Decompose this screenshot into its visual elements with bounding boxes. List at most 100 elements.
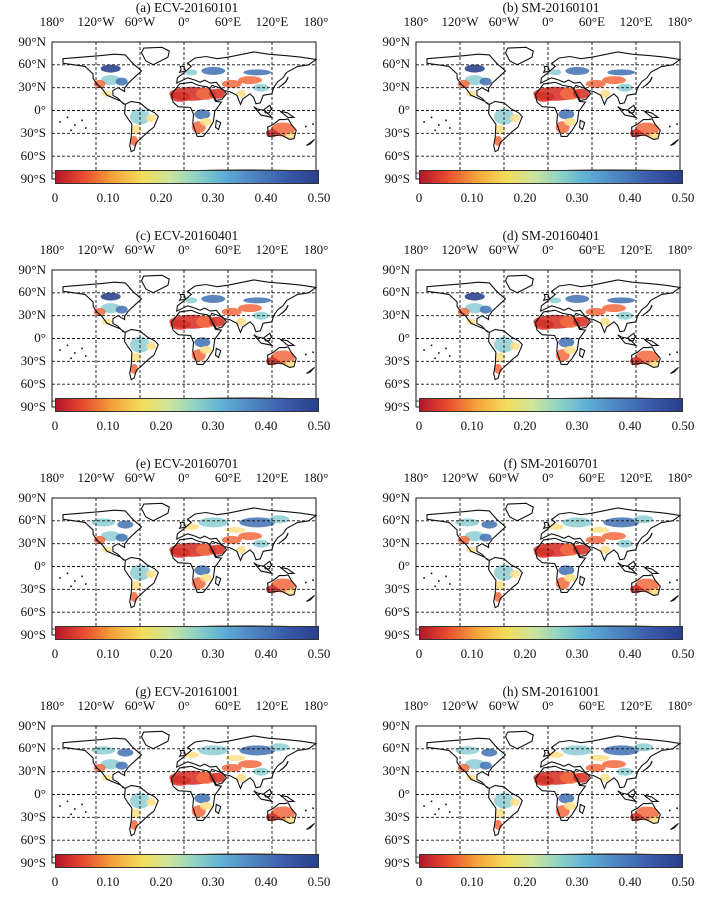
panel-title: (c) ECV-20160401 bbox=[135, 228, 239, 243]
moisture-patch bbox=[170, 775, 191, 786]
island-dot bbox=[85, 355, 87, 357]
moisture-patch bbox=[534, 91, 555, 102]
moisture-patch bbox=[238, 532, 262, 541]
colorbar-tick-label: 0.30 bbox=[565, 646, 589, 661]
moisture-patch bbox=[479, 77, 492, 86]
coastline-uk bbox=[542, 749, 551, 758]
land-madagascar bbox=[215, 576, 221, 586]
island-dot bbox=[81, 803, 83, 806]
colorbar-tick-label: 0.20 bbox=[149, 418, 173, 433]
colorbar-tick-label: 0.30 bbox=[565, 874, 589, 889]
moisture-patch bbox=[617, 311, 633, 320]
moisture-patch bbox=[198, 745, 229, 756]
coastline-borneo bbox=[627, 560, 636, 570]
colorbar-tick-label: 0.20 bbox=[513, 874, 537, 889]
moisture-patch bbox=[495, 580, 506, 591]
moisture-patch bbox=[93, 79, 106, 88]
moisture-patch bbox=[558, 337, 575, 348]
moisture-patch bbox=[495, 808, 506, 819]
coastline-africa bbox=[170, 765, 223, 821]
island-dot bbox=[70, 585, 72, 588]
colorbar-tick-label: 0.40 bbox=[618, 418, 642, 433]
moisture-patch bbox=[201, 294, 226, 303]
island-dot bbox=[305, 353, 307, 356]
coastline-madagascar bbox=[214, 119, 222, 131]
panel-title: (h) SM-20161001 bbox=[502, 684, 600, 699]
lat-label: 90°S bbox=[20, 855, 46, 870]
moisture-patch bbox=[564, 573, 576, 582]
island-dot bbox=[438, 124, 440, 126]
lon-label: 120°E bbox=[619, 242, 653, 257]
coastline-arabia bbox=[573, 84, 592, 102]
moisture-patch bbox=[100, 292, 121, 301]
moisture-patch bbox=[649, 132, 660, 139]
moisture-patch bbox=[649, 360, 660, 367]
colorbar-tick-label: 0.20 bbox=[149, 874, 173, 889]
lat-label: 60°S bbox=[384, 604, 410, 619]
moisture-patch bbox=[93, 307, 106, 316]
moisture-patch bbox=[534, 319, 555, 330]
coastline-uk bbox=[178, 293, 187, 302]
moisture-patch bbox=[285, 360, 296, 367]
colorbar-tick-label: 0 bbox=[51, 646, 59, 661]
colorbar-tick-label: 0.30 bbox=[201, 646, 225, 661]
coastline-northAmerica bbox=[62, 509, 143, 561]
lon-label: 120°W bbox=[441, 242, 479, 257]
moisture-patch bbox=[633, 515, 654, 524]
lon-label: 180° bbox=[667, 14, 693, 29]
moisture-patch bbox=[649, 588, 660, 595]
lat-label: 60°S bbox=[384, 376, 410, 391]
coastline-southAmerica bbox=[488, 328, 523, 381]
panel-title: (f) SM-20160701 bbox=[503, 456, 599, 471]
lat-label: 30°N bbox=[382, 535, 410, 550]
coastline-northAmerica bbox=[62, 53, 143, 105]
lon-label: 60°W bbox=[124, 242, 156, 257]
moisture-patch bbox=[100, 64, 121, 73]
moisture-patch bbox=[115, 77, 128, 86]
moisture-patch bbox=[600, 89, 611, 98]
lon-label: 0° bbox=[178, 242, 190, 257]
coastline-borneo bbox=[627, 104, 636, 114]
island-dot bbox=[59, 121, 61, 123]
coastline-newGuinea bbox=[279, 110, 296, 118]
moisture-patch bbox=[534, 775, 555, 786]
moisture-patch bbox=[236, 545, 247, 554]
moisture-patch bbox=[253, 767, 269, 776]
colorbar-tick-label: 0.50 bbox=[671, 646, 695, 661]
moisture-patch bbox=[269, 515, 290, 524]
lon-label: 120°E bbox=[255, 470, 289, 485]
lon-label: 120°E bbox=[255, 698, 289, 713]
coastline-japan bbox=[642, 76, 653, 88]
moisture-patch bbox=[494, 336, 514, 353]
moisture-patch bbox=[243, 69, 272, 76]
land-greenland bbox=[505, 47, 534, 65]
moisture-patch bbox=[130, 108, 150, 125]
colorbar-tick-label: 0.50 bbox=[671, 874, 695, 889]
coastline-arabia bbox=[573, 768, 592, 786]
moisture-patch bbox=[200, 345, 212, 354]
moisture-patch bbox=[603, 745, 640, 756]
land-newGuinea bbox=[644, 567, 658, 574]
land-newGuinea bbox=[280, 567, 294, 574]
lon-label: 60°E bbox=[578, 698, 606, 713]
moisture-patch bbox=[239, 745, 276, 756]
moisture-patch bbox=[464, 759, 485, 770]
lon-label: 60°W bbox=[124, 14, 156, 29]
lat-label: 30°S bbox=[384, 809, 410, 824]
moisture-patch bbox=[236, 317, 247, 326]
lat-label: 0° bbox=[34, 330, 46, 345]
land-madagascar bbox=[579, 804, 585, 814]
colorbar-tick-label: 0 bbox=[415, 418, 423, 433]
lat-label: 30°N bbox=[382, 79, 410, 94]
panel-title: (e) ECV-20160701 bbox=[135, 456, 239, 471]
moisture-patch bbox=[115, 305, 128, 314]
coastline-southAmerica bbox=[124, 100, 159, 153]
moisture-patch bbox=[494, 108, 514, 125]
island-dot bbox=[438, 580, 440, 582]
colorbar-tick-label: 0.10 bbox=[460, 190, 484, 205]
moisture-patch bbox=[225, 527, 246, 533]
land-newGuinea bbox=[280, 339, 294, 346]
map-panel-c: (c) ECV-20160401 180° 120°W 60°W 0° 60°E… bbox=[2, 228, 330, 438]
map-panel-a: (a) ECV-20160101 180° 120°W 60°W 0° 60°E… bbox=[2, 0, 330, 210]
lon-label: 120°W bbox=[77, 14, 115, 29]
